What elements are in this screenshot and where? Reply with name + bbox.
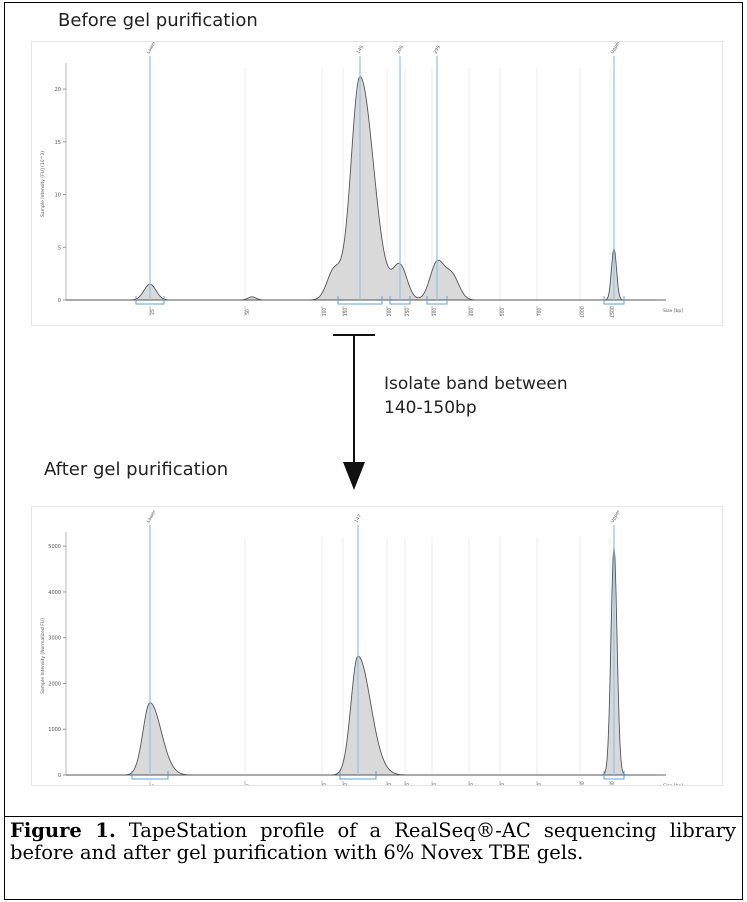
peak-region-bracket — [131, 771, 169, 780]
x-tick-label: 50 — [245, 784, 251, 785]
peak-region-bracket — [339, 771, 377, 780]
y-tick-label: 20 — [55, 87, 61, 93]
x-tick-label: 700 — [537, 783, 543, 785]
y-tick-label: 1000 — [48, 727, 61, 733]
y-tick-label: 0 — [58, 773, 61, 779]
y-axis-label: Sample Intensity [Normalized FU] — [40, 618, 46, 694]
figure-caption: Figure 1. TapeStation profile of a RealS… — [10, 820, 736, 864]
after-heading: After gel purification — [44, 459, 229, 480]
x-tick-label: 150 — [343, 783, 349, 785]
after-chart-panel: 0 1000 2000 3000 4000 5000 Sample Intensity [N… — [31, 506, 723, 793]
x-tick-label: 1000 — [580, 781, 586, 785]
x-tick-label: 500 — [500, 783, 506, 785]
x-axis-label: Size [bp] — [663, 308, 683, 314]
x-tick-label: 700 — [537, 308, 543, 317]
x-tick-label: 300 — [432, 783, 438, 785]
x-tick-label: 200 — [387, 783, 393, 785]
x-tick-label: 25 — [150, 784, 156, 785]
y-tick-label: 15 — [55, 140, 61, 146]
before-heading: Before gel purification — [58, 10, 258, 31]
x-tick-label: 200 — [387, 308, 393, 317]
signal-trace — [66, 546, 656, 776]
peak-label: 149 — [356, 44, 366, 55]
x-tick-label: 300 — [432, 308, 438, 317]
peak-region-bracket — [135, 296, 165, 305]
before-electropherogram: 0 5 10 15 20 Sample Intensity [FU] (10^3) 25 50… — [40, 40, 683, 318]
y-tick-label: 5000 — [48, 544, 61, 550]
x-tick-label: 150 — [343, 308, 349, 317]
peak-region-bracket — [389, 296, 411, 305]
x-tick-label: 250 — [405, 783, 411, 785]
process-arrow — [333, 334, 375, 490]
x-tick-label: 250 — [405, 308, 411, 317]
y-tick-label: 0 — [58, 298, 61, 304]
peak-region-bracket — [426, 296, 448, 305]
arrow-head — [343, 462, 365, 490]
y-tick-label: 3000 — [48, 636, 61, 642]
caption-text: TapeStation profile of a RealSeq®-AC seq… — [10, 819, 737, 864]
x-tick-label: 1500 — [610, 781, 616, 785]
peak-region-bracket — [337, 296, 383, 305]
after-electropherogram: 0 1000 2000 3000 4000 5000 Sample Intensity [N… — [40, 509, 683, 793]
x-tick-label: 25 — [150, 309, 156, 315]
y-axis-label: Sample Intensity [FU] (10^3) — [40, 151, 46, 217]
x-axis-label: Size [bp] — [663, 783, 683, 785]
peak-label: 209 — [396, 44, 406, 55]
arrow-label-line2: 140-150bp — [384, 398, 477, 418]
peak-label: Lower — [146, 509, 158, 524]
before-chart-panel: 0 5 10 15 20 Sample Intensity [FU] (10^3) 25 50… — [31, 40, 723, 326]
x-tick-label: 400 — [469, 783, 475, 785]
peak-region-bracket — [603, 771, 625, 780]
peak-label: Lower — [146, 42, 158, 55]
peak-region-bracket — [603, 296, 625, 305]
peak-label: Upper — [610, 42, 622, 55]
peak-label: 299 — [433, 44, 443, 55]
x-tick-label: 500 — [500, 308, 506, 317]
signal-trace — [66, 75, 656, 301]
peak-label: Upper — [610, 509, 622, 524]
y-tick-label: 2000 — [48, 681, 61, 687]
x-tick-label: 100 — [322, 783, 328, 785]
y-tick-label: 5 — [58, 245, 61, 251]
x-tick-label: 400 — [469, 308, 475, 317]
x-tick-label: 100 — [322, 308, 328, 317]
figure-frame — [4, 2, 743, 900]
peak-label: 147 — [354, 513, 364, 524]
arrow-label-line1: Isolate band between — [384, 374, 568, 394]
caption-label: Figure 1. — [10, 819, 116, 842]
x-tick-label: 50 — [245, 309, 251, 315]
x-tick-label: 1000 — [580, 306, 586, 318]
y-tick-label: 4000 — [48, 590, 61, 596]
y-tick-label: 10 — [55, 193, 61, 199]
x-tick-label: 1500 — [610, 306, 616, 318]
caption-divider — [4, 816, 743, 817]
